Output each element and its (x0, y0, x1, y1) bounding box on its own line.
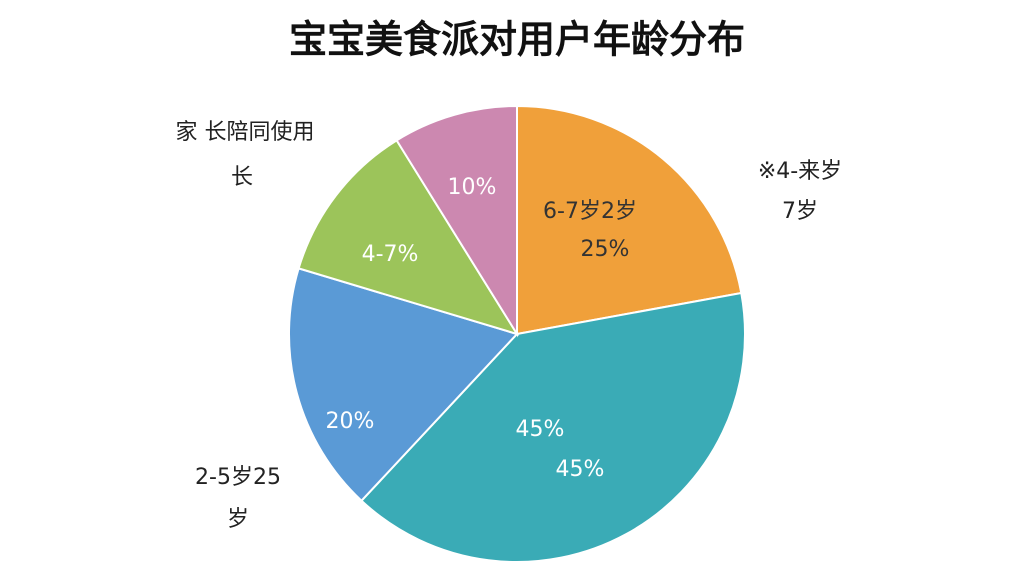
annotation: 7岁 (782, 199, 818, 224)
annotation: ※4-来岁 (758, 159, 842, 184)
pie-slice (297, 138, 520, 336)
chart-title: 宝宝美食派对用户年龄分布 (289, 18, 745, 62)
value-label: 10% (448, 175, 497, 200)
value-label: 20% (326, 409, 375, 434)
annotation: 长 (231, 165, 253, 190)
slice-label: 4-7% (362, 242, 419, 267)
pie-slice (288, 267, 519, 503)
value-label: 25% (581, 237, 630, 262)
slice-label: 6-7岁2岁 (543, 199, 637, 224)
value-label: 45% (516, 417, 565, 442)
slice-label: 45% (556, 457, 605, 482)
pie-slice (395, 104, 518, 338)
pie-slice (516, 104, 743, 336)
annotation: 岁 (227, 507, 249, 532)
annotation: 2-5岁25 (195, 465, 281, 490)
pie-slice (360, 291, 746, 563)
annotation: 家 长陪同使用 (176, 120, 315, 145)
